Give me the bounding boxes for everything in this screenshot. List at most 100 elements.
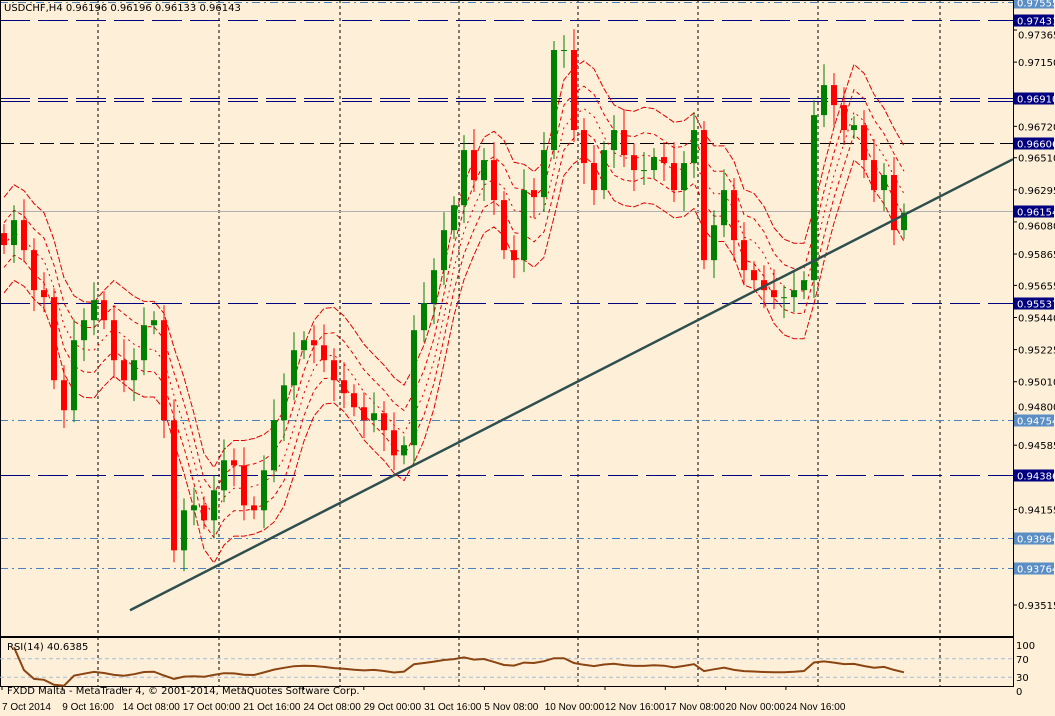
candle-bear: [871, 160, 877, 191]
candle-bull: [401, 445, 407, 456]
candle-bull: [431, 270, 437, 304]
candle-bear: [501, 200, 507, 251]
candle-bear: [701, 130, 707, 261]
level-price-tag: [1014, 414, 1054, 427]
candle-bull: [81, 320, 87, 341]
envelope-line: [3, 85, 905, 494]
x-tick-label: 12 Nov 16:00: [605, 702, 665, 713]
candle-bear: [21, 220, 27, 251]
level-price-tag: [1014, 562, 1054, 575]
x-tick-label: 20 Nov 00:00: [726, 702, 786, 713]
candle-bull: [851, 125, 857, 131]
level-price-label: 0.94386: [1017, 472, 1055, 483]
candle-bull: [551, 50, 557, 151]
candle-bull: [261, 470, 267, 511]
candle-bear: [861, 125, 867, 161]
candle-bear: [751, 270, 757, 281]
candle-bull: [541, 150, 547, 198]
x-tick-label: 7 Oct 2014: [2, 702, 51, 713]
candle-bull: [301, 340, 307, 351]
candle-bull: [71, 340, 77, 411]
candle-bull: [131, 360, 137, 381]
candle-bear: [731, 190, 737, 241]
level-price-label: 0.96606: [1017, 140, 1055, 151]
y-tick-label: 0.94585: [1018, 441, 1055, 452]
candle-bull: [811, 115, 817, 281]
candle-bull: [221, 460, 227, 491]
candle-bull: [291, 350, 297, 386]
candle-bull: [791, 290, 797, 298]
level-price-label: 0.96910: [1017, 95, 1055, 106]
candle-bull: [181, 510, 187, 551]
candle-bull: [681, 163, 687, 191]
level-price-label: 0.93964: [1017, 535, 1055, 546]
envelope-line: [3, 107, 905, 517]
candle-bear: [121, 360, 127, 381]
y-tick-label: 0.96295: [1018, 186, 1055, 197]
rsi-label: RSI(14) 40.6385: [7, 642, 89, 653]
candle-bull: [691, 130, 697, 164]
rsi-frame: [0, 637, 1014, 687]
candle-bear: [341, 380, 347, 394]
y-tick-label: 0.97365: [1018, 31, 1055, 42]
x-tick-label: 10 Nov 00:00: [545, 702, 605, 713]
x-tick-label: 29 Oct 00:00: [364, 702, 422, 713]
candle-bull: [521, 190, 527, 261]
level-price-label: 0.97555: [1017, 0, 1055, 10]
x-tick-label: 17 Oct 00:00: [183, 702, 241, 713]
candle-bull: [881, 175, 887, 191]
candle-bear: [511, 250, 517, 261]
candle-bear: [111, 320, 117, 361]
level-price-tag: [1014, 532, 1054, 545]
candle-bear: [621, 130, 627, 156]
x-tick-label: 17 Nov 08:00: [665, 702, 725, 713]
candle-bear: [31, 250, 37, 291]
candle-bear: [61, 380, 67, 411]
candle-bull: [561, 50, 567, 52]
candle-bear: [241, 465, 247, 506]
candle-bear: [321, 345, 327, 361]
level-price-tag: [1014, 92, 1054, 105]
candle-bull: [91, 300, 97, 321]
x-tick-label: 14 Oct 08:00: [123, 702, 181, 713]
candle-bear: [1, 233, 7, 246]
candle-bull: [191, 505, 197, 511]
level-price-label: 0.94754: [1017, 417, 1055, 428]
y-tick-label: 0.95225: [1018, 346, 1055, 357]
candle-bear: [741, 240, 747, 271]
level-price-tag: [1014, 469, 1054, 482]
candle-bull: [901, 212, 907, 231]
candle-bear: [101, 300, 107, 321]
candle-bear: [571, 50, 577, 131]
candle-bull: [781, 297, 787, 299]
candle-bull: [481, 160, 487, 181]
x-tick-label: 21 Oct 16:00: [243, 702, 301, 713]
y-tick-label: 0.93515: [1018, 601, 1055, 612]
candle-bear: [361, 407, 367, 421]
rsi-scale-label: 30: [1016, 673, 1029, 684]
chart-frame: [0, 0, 1014, 637]
x-tick-label: 24 Nov 16:00: [786, 702, 846, 713]
level-price-tag: [1014, 14, 1054, 27]
candle-bear: [581, 130, 587, 164]
y-tick-label: 0.95865: [1018, 250, 1055, 261]
level-price-tag: [1014, 205, 1054, 218]
candle-bear: [531, 190, 537, 198]
rsi-scale-label: 70: [1016, 655, 1029, 666]
candle-bull: [611, 130, 617, 151]
level-price-tag: [1014, 137, 1054, 150]
level-price-tag: [1014, 0, 1054, 9]
candle-bull: [411, 330, 417, 446]
candle-bear: [251, 505, 257, 511]
x-tick-label: 24 Oct 08:00: [304, 702, 362, 713]
envelope-line: [3, 60, 905, 469]
candle-bear: [591, 163, 597, 191]
copyright-text: FXDD Malta - MetaTrader 4, © 2001-2014, …: [7, 686, 360, 697]
level-price-label: 0.97431: [1017, 17, 1055, 28]
candle-bull: [371, 413, 377, 421]
